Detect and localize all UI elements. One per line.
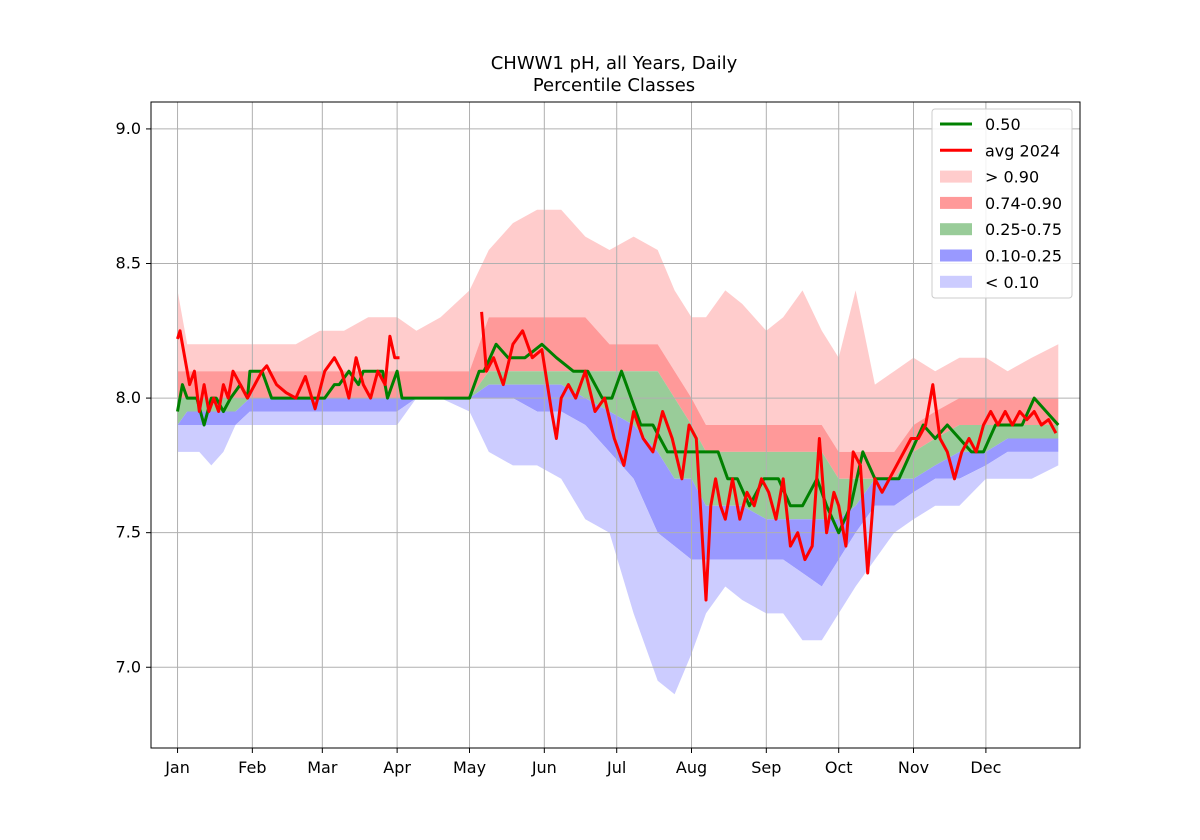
series-line-1	[176, 329, 400, 413]
legend-label: < 0.10	[985, 273, 1039, 292]
x-axis: Jan Feb Mar Apr May Jun Jul Aug Sep Oct Nov Dec	[164, 748, 1001, 777]
legend-swatch	[940, 249, 972, 262]
legend: 0.50 avg 2024 > 0.90 0.74-0.90 0.25-0.75 0.10…	[931, 108, 1073, 299]
x-tick-label: May	[453, 758, 486, 777]
x-tick-label: Mar	[307, 758, 338, 777]
x-tick-label: Jul	[606, 758, 626, 777]
band-3	[177, 384, 1059, 587]
legend-label: avg 2024	[985, 141, 1060, 160]
chart-subtitle: Percentile Classes	[533, 75, 695, 96]
grid	[151, 102, 1080, 748]
lines	[176, 311, 1060, 602]
legend-label: 0.74-0.90	[985, 194, 1062, 213]
y-tick-label: 8.0	[116, 388, 141, 407]
series-line-2	[480, 311, 1058, 602]
x-tick-label: Aug	[676, 758, 707, 777]
legend-swatch	[940, 196, 972, 209]
x-tick-label: Jun	[531, 758, 557, 777]
y-tick-label: 9.0	[116, 119, 141, 138]
band-2	[177, 371, 1059, 520]
y-axis: 7.0 7.5 8.0 8.5 9.0	[116, 119, 151, 676]
y-tick-label: 7.5	[116, 523, 141, 542]
x-tick-label: Apr	[383, 758, 411, 777]
chart-title: CHWW1 pH, all Years, Daily	[491, 53, 738, 74]
legend-label: 0.50	[985, 115, 1021, 134]
band-0	[177, 209, 1059, 452]
x-tick-label: Feb	[238, 758, 266, 777]
legend-label: > 0.90	[985, 168, 1039, 187]
legend-label: 0.25-0.75	[985, 220, 1062, 239]
x-tick-label: Jan	[164, 758, 190, 777]
legend-swatch	[940, 223, 972, 236]
plot-frame	[150, 101, 1081, 749]
x-tick-label: Dec	[970, 758, 1001, 777]
x-tick-label: Nov	[898, 758, 929, 777]
band-4	[177, 398, 1059, 695]
y-tick-label: 7.0	[116, 657, 141, 676]
x-tick-label: Oct	[825, 758, 853, 777]
legend-label: 0.10-0.25	[985, 247, 1062, 266]
series-line-0	[176, 342, 1060, 535]
legend-swatch	[940, 170, 972, 183]
x-tick-label: Sep	[751, 758, 781, 777]
y-tick-label: 8.5	[116, 254, 141, 273]
legend-swatch	[940, 275, 972, 288]
